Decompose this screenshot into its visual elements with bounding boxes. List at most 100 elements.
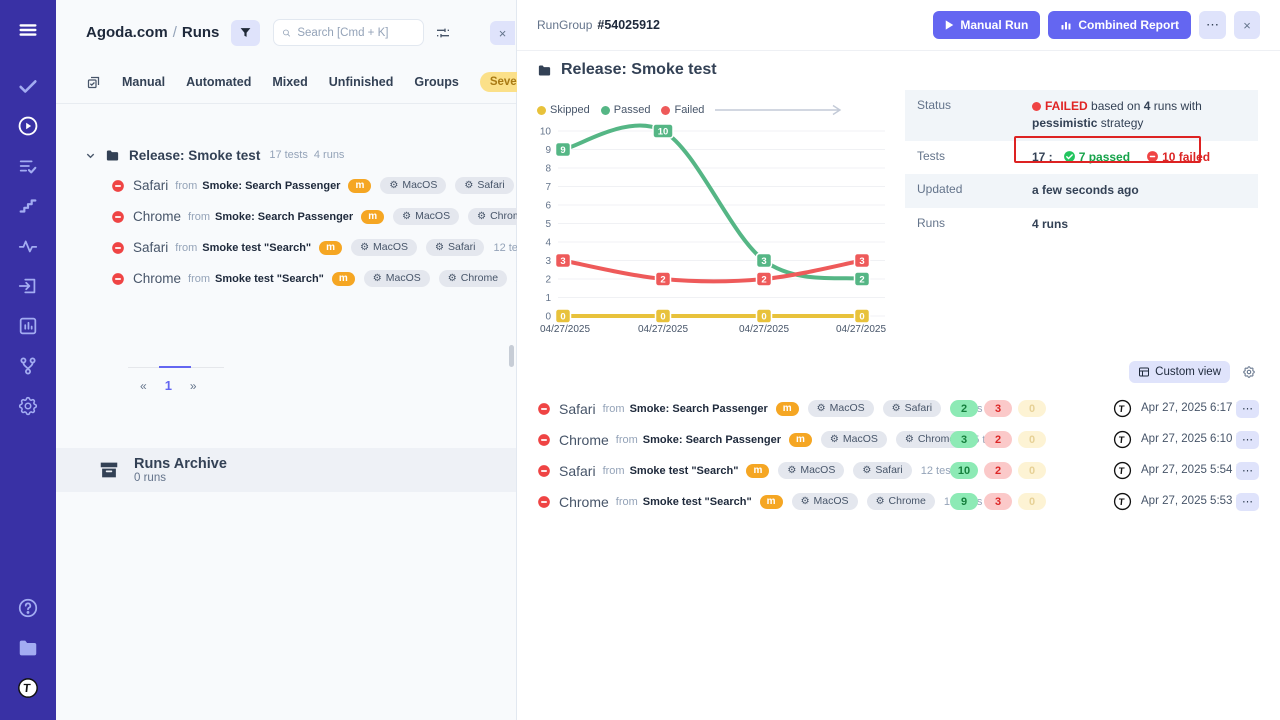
- run-result-row[interactable]: Chrome from Smoke test "Search" m ⚙ MacOS…: [537, 486, 1262, 517]
- run-result-row[interactable]: Safari from Smoke: Search Passenger m ⚙ M…: [537, 393, 1262, 424]
- summary-row-updated: Updated a few seconds ago: [905, 174, 1258, 208]
- failed-count-pill: 3: [984, 493, 1012, 510]
- pagination: « 1 »: [128, 366, 224, 393]
- close-detail-button[interactable]: ×: [1234, 11, 1260, 39]
- svg-text:2: 2: [660, 275, 665, 286]
- runs-archive-row[interactable]: Runs Archive 0 runs: [56, 448, 516, 492]
- scrollbar-thumb[interactable]: [509, 345, 514, 367]
- row-more-button[interactable]: ⋯: [1236, 400, 1259, 418]
- run-list-item[interactable]: Safari from Smoke: Search Passenger m ⚙ M…: [56, 170, 555, 201]
- gear-icon: ⚙: [372, 272, 382, 284]
- run-source-title: Smoke test "Search": [215, 272, 324, 285]
- pagination-prev[interactable]: «: [140, 378, 147, 393]
- manual-badge: m: [331, 271, 355, 286]
- run-group-tests-count: 17 tests: [269, 149, 308, 161]
- main-sidebar: T: [0, 0, 56, 720]
- env-badge-os: ⚙ MacOS: [393, 208, 460, 225]
- env-badge-browser: ⚙ Chrome: [895, 431, 965, 448]
- env-badge-browser: ⚙ Safari: [426, 239, 485, 256]
- result-count-pills: 2 3 0: [950, 400, 1046, 417]
- help-icon[interactable]: [0, 588, 56, 628]
- gear-icon: ⚙: [829, 433, 839, 445]
- row-more-button[interactable]: ⋯: [1236, 493, 1259, 511]
- analytics-icon[interactable]: [0, 306, 56, 346]
- list-settings-gear-icon[interactable]: [1242, 365, 1256, 379]
- svg-text:T: T: [1118, 404, 1125, 415]
- run-browser: Safari: [133, 178, 169, 193]
- gear-icon: ⚙: [447, 272, 457, 284]
- run-list-item[interactable]: Chrome from Smoke: Search Passenger m ⚙ M…: [56, 201, 578, 232]
- run-group-row[interactable]: Release: Smoke test 17 tests 4 runs: [56, 140, 516, 170]
- pagination-next[interactable]: »: [189, 378, 197, 393]
- tab-automated[interactable]: Automated: [186, 75, 252, 89]
- row-more-button[interactable]: ⋯: [1236, 462, 1259, 480]
- search-input[interactable]: [297, 26, 416, 39]
- svg-text:2: 2: [545, 275, 551, 286]
- svg-text:3: 3: [859, 256, 864, 267]
- test-plans-icon[interactable]: [0, 146, 56, 186]
- manual-run-button[interactable]: Manual Run: [933, 11, 1041, 39]
- runs-list-panel: Agoda.com/Runs × Manual Automated Mixed …: [56, 0, 578, 720]
- panel-close-button[interactable]: ×: [490, 21, 515, 45]
- svg-text:0: 0: [859, 312, 864, 323]
- settings-gear-icon[interactable]: [0, 386, 56, 426]
- run-group-children: Safari from Smoke: Search Passenger m ⚙ M…: [56, 170, 578, 294]
- svg-text:04/27/2025: 04/27/2025: [540, 324, 590, 335]
- breadcrumb-project[interactable]: Agoda.com: [86, 24, 168, 41]
- custom-view-button[interactable]: Custom view: [1129, 361, 1230, 383]
- gear-icon: ⚙: [875, 495, 885, 507]
- more-actions-button[interactable]: ⋯: [1199, 11, 1226, 39]
- result-count-pills: 9 3 0: [950, 493, 1046, 510]
- legend-item-failed[interactable]: Failed: [661, 104, 704, 116]
- menu-icon[interactable]: [0, 10, 56, 50]
- gear-icon: ⚙: [800, 495, 810, 507]
- import-run-icon[interactable]: [0, 266, 56, 306]
- tab-manual[interactable]: Manual: [122, 75, 166, 89]
- svg-text:3: 3: [560, 256, 565, 267]
- from-label: from: [188, 210, 211, 223]
- tab-mixed[interactable]: Mixed: [272, 75, 308, 89]
- manual-badge: m: [361, 209, 385, 224]
- combined-report-button[interactable]: Combined Report: [1048, 11, 1191, 39]
- timeline-arrow-icon: [715, 104, 842, 116]
- legend-item-skipped[interactable]: Skipped: [537, 104, 590, 116]
- row-more-button[interactable]: ⋯: [1236, 431, 1259, 449]
- runs-trend-chart: Skipped Passed Failed 0 1 2 3 4 5 6 7 8 9 10 04/27/20…: [537, 101, 889, 336]
- tab-groups[interactable]: Groups: [414, 75, 459, 89]
- passed-check-icon: [1063, 150, 1075, 162]
- gear-icon: ⚙: [787, 464, 797, 476]
- summary-row-status: Status FAILED based on 4 runs with pessi…: [905, 90, 1258, 141]
- tasks-check-icon[interactable]: [0, 66, 56, 106]
- run-result-row[interactable]: Safari from Smoke test "Search" m ⚙ MacOS…: [537, 455, 1262, 486]
- testomat-logo[interactable]: T: [0, 668, 56, 708]
- branches-icon[interactable]: [0, 346, 56, 386]
- result-count-pills: 10 2 0: [950, 462, 1046, 479]
- view-settings-icon[interactable]: [435, 25, 451, 41]
- pagination-page-1[interactable]: 1: [164, 378, 172, 393]
- tab-unfinished[interactable]: Unfinished: [328, 75, 394, 89]
- gear-icon: ⚙: [389, 179, 399, 191]
- from-label: from: [175, 179, 198, 192]
- manual-badge: m: [746, 463, 770, 478]
- run-list-item[interactable]: Safari from Smoke test "Search" m ⚙ MacOS…: [56, 232, 532, 263]
- svg-text:7: 7: [545, 182, 551, 193]
- env-badge-os: ⚙ MacOS: [351, 239, 418, 256]
- legend-item-passed[interactable]: Passed: [600, 104, 650, 116]
- run-list-item[interactable]: Chrome from Smoke test "Search" m ⚙ MacOS…: [56, 263, 555, 294]
- svg-text:04/27/2025: 04/27/2025: [739, 324, 789, 335]
- filter-button[interactable]: [231, 19, 261, 46]
- runs-play-icon[interactable]: [0, 106, 56, 146]
- steps-icon[interactable]: [0, 186, 56, 226]
- search-icon: [283, 29, 291, 37]
- projects-folder-icon[interactable]: [0, 628, 56, 668]
- pulse-icon[interactable]: [0, 226, 56, 266]
- svg-text:1: 1: [545, 293, 551, 304]
- run-result-row[interactable]: Chrome from Smoke: Search Passenger m ⚙ M…: [537, 424, 1262, 455]
- gear-icon: ⚙: [904, 433, 914, 445]
- skipped-count-pill: 0: [1018, 462, 1046, 479]
- select-all-icon[interactable]: [86, 75, 101, 90]
- from-label: from: [615, 433, 638, 446]
- env-badge-os: ⚙ MacOS: [363, 270, 430, 287]
- reporter-avatar: T: [1113, 399, 1132, 423]
